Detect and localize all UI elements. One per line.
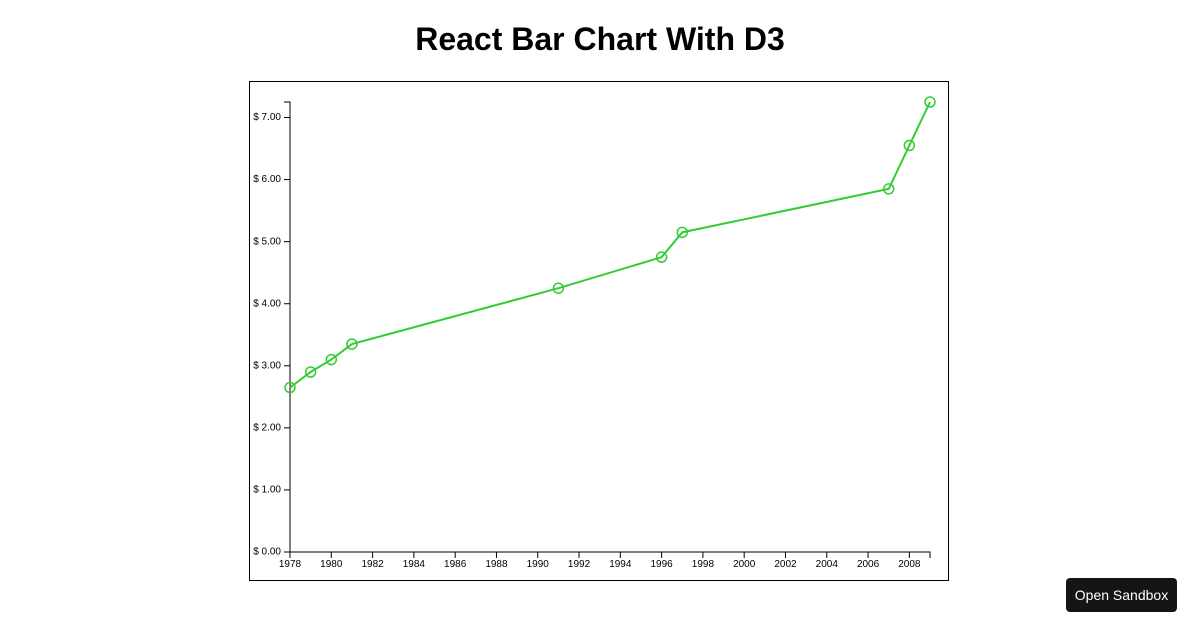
y-tick-label: $ 3.00	[253, 360, 281, 371]
x-tick-label: 1994	[609, 559, 632, 570]
data-point	[903, 139, 916, 152]
x-tick-label: 2008	[898, 559, 921, 570]
y-axis-line	[284, 101, 291, 553]
open-sandbox-button[interactable]: Open Sandbox	[1066, 578, 1177, 612]
x-tick-label: 1986	[444, 559, 467, 570]
y-tick-label: $ 1.00	[253, 485, 281, 496]
data-point	[552, 282, 565, 294]
y-tick-label: $ 2.00	[253, 423, 281, 434]
x-tick-label: 1982	[361, 559, 384, 570]
data-point	[676, 226, 689, 239]
x-tick-label: 1996	[650, 559, 673, 570]
x-tick-label: 2004	[816, 559, 839, 570]
y-tick-label: $ 4.00	[253, 298, 281, 309]
page-title: React Bar Chart With D3	[415, 21, 785, 57]
x-tick-label: 2000	[733, 559, 756, 570]
x-tick-label: 1992	[568, 559, 591, 570]
series-line	[289, 101, 931, 389]
x-tick-label: 2006	[857, 559, 880, 570]
x-axis: 1978 1980 1982 1984 1986 1988 1990 1992 1994 1996…	[279, 551, 931, 570]
series-group	[284, 96, 936, 394]
x-tick-label: 1990	[527, 559, 550, 570]
x-tick-label: 1998	[692, 559, 715, 570]
data-point	[924, 96, 936, 108]
x-tick-label: 2002	[774, 559, 797, 570]
x-tick-label: 1980	[320, 559, 343, 570]
x-tick-label: 1988	[485, 559, 508, 570]
data-point	[304, 366, 317, 378]
y-axis: $ 0.00 $ 1.00 $ 2.00 $ 3.00 $ 4.00 $ 5.00 $ 6.…	[253, 101, 291, 558]
data-point	[325, 353, 338, 366]
chart-frame: $ 0.00 $ 1.00 $ 2.00 $ 3.00 $ 4.00 $ 5.00 $ 6.…	[249, 81, 949, 581]
data-point	[346, 338, 358, 350]
data-point	[284, 381, 296, 394]
y-tick-label: $ 6.00	[253, 174, 281, 185]
x-axis-line	[289, 551, 931, 558]
data-point	[882, 183, 895, 195]
x-tick-label: 1978	[279, 559, 302, 570]
line-chart: $ 0.00 $ 1.00 $ 2.00 $ 3.00 $ 4.00 $ 5.00 $ 6.…	[253, 96, 936, 570]
x-tick-label: 1984	[403, 559, 426, 570]
y-tick-label: $ 0.00	[253, 547, 281, 558]
y-tick-label: $ 5.00	[253, 236, 281, 247]
y-tick-label: $ 7.00	[253, 112, 281, 123]
data-point	[655, 251, 668, 263]
